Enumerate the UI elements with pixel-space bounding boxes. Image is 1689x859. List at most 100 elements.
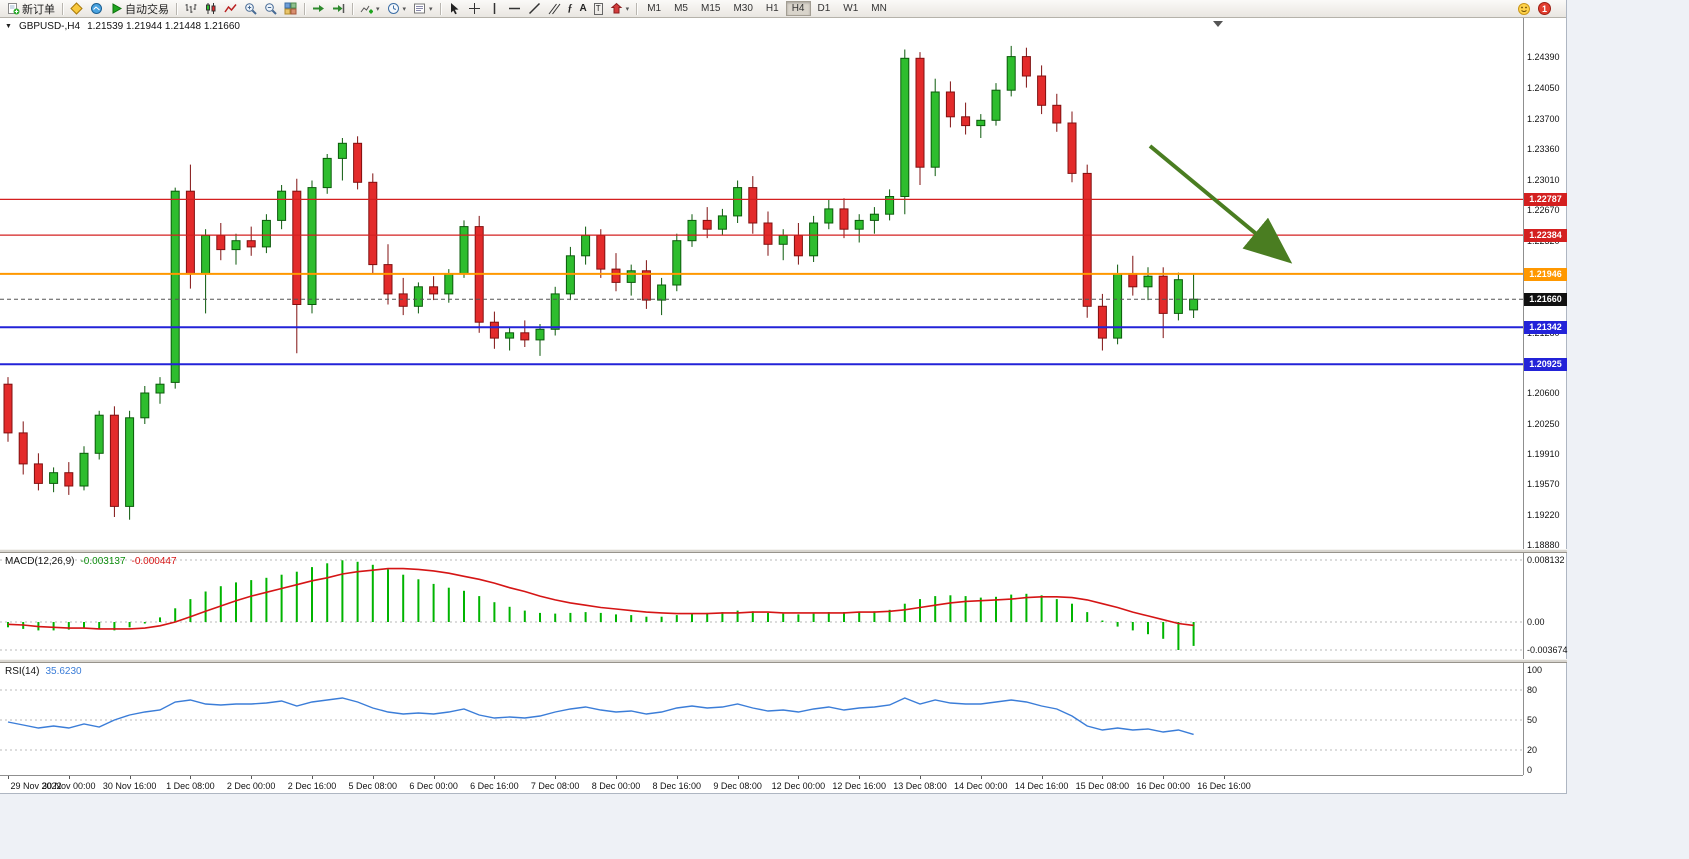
rsi-line	[7, 697, 1194, 736]
new-order-button[interactable]: 新订单	[4, 1, 58, 17]
chart-shift-marker[interactable]	[1213, 21, 1223, 27]
candle	[429, 286, 439, 295]
time-tick	[1041, 776, 1043, 779]
text-button[interactable]: A	[577, 1, 590, 17]
candle	[1037, 75, 1047, 106]
candle	[763, 222, 773, 245]
time-axis-label: 8 Dec 16:00	[652, 781, 702, 791]
mt4-window: 新订单 自动交易	[0, 0, 1568, 794]
candle	[976, 119, 986, 127]
quotes-button[interactable]	[87, 1, 106, 17]
candle	[1113, 273, 1123, 339]
candlestick-icon	[206, 3, 216, 14]
zoom-out-button[interactable]	[261, 1, 280, 17]
community-button[interactable]	[1514, 1, 1534, 17]
time-tick	[1163, 776, 1165, 779]
macd-indicator-label: MACD(12,26,9) -0.003137 -0.000447	[5, 556, 177, 567]
time-tick	[859, 776, 861, 779]
candle	[125, 417, 135, 507]
trendline-button[interactable]	[525, 1, 544, 17]
auto-trading-button[interactable]: 自动交易	[107, 1, 172, 17]
dropdown-caret: ▾	[429, 5, 433, 13]
periods-button[interactable]: ▾	[384, 1, 410, 17]
axis-label: 50	[1527, 715, 1538, 725]
candle	[641, 270, 651, 301]
candle	[778, 234, 788, 245]
candle	[550, 293, 560, 330]
cursor-button[interactable]	[445, 1, 464, 17]
trend-arrow-object[interactable]	[1148, 144, 1293, 264]
new-order-icon	[8, 3, 20, 15]
timeframe-button-m15[interactable]: M15	[701, 3, 721, 14]
toolbar-separator	[62, 2, 63, 15]
arrows-button[interactable]: ▾	[607, 1, 633, 17]
time-tick	[312, 776, 313, 779]
crosshair-button[interactable]	[465, 1, 484, 17]
axis-label: 1.19570	[1527, 479, 1560, 490]
zoom-in-button[interactable]	[241, 1, 260, 17]
time-axis-label: 12 Dec 16:00	[832, 781, 886, 791]
timeframe-button-m1[interactable]: M1	[647, 3, 662, 14]
candle	[520, 332, 530, 341]
time-axis-label: 15 Dec 08:00	[1075, 781, 1130, 791]
timeframe-button-m5[interactable]: M5	[674, 3, 688, 14]
text-tool-icon: A	[579, 3, 587, 14]
chart-title-bar: ▼ GBPUSD-,H4 1.21539 1.21944 1.21448 1.2…	[5, 21, 240, 32]
vertical-line-icon	[493, 3, 495, 14]
fibonacci-button[interactable]: ƒ	[565, 1, 576, 17]
chart-plot-area[interactable]	[0, 18, 1523, 775]
rsi-pane-splitter[interactable]	[0, 659, 1567, 663]
notification-badge: 1	[1538, 2, 1551, 15]
price-badge: 1.21946	[1524, 267, 1567, 281]
timeframe-button-m30[interactable]: M30	[733, 3, 753, 14]
candlestick-chart-button[interactable]	[201, 1, 220, 17]
profiles-button[interactable]	[67, 1, 86, 17]
candle	[717, 215, 727, 230]
macd-pane-splitter[interactable]	[0, 549, 1567, 553]
timeframe-button-mn[interactable]: MN	[871, 3, 887, 14]
candle	[687, 219, 697, 242]
templates-button[interactable]: ▾	[410, 1, 436, 17]
timeframe-button-w1[interactable]: W1	[843, 3, 859, 14]
chart-shift-button[interactable]	[329, 1, 348, 17]
timeframe-button-h1[interactable]: H1	[765, 3, 779, 14]
auto-scroll-button[interactable]	[309, 1, 328, 17]
trendline-icon	[528, 2, 540, 15]
candle	[109, 414, 119, 507]
horizontal-line-button[interactable]	[505, 1, 524, 17]
candle	[1067, 122, 1077, 174]
timeframe-button-h4[interactable]: H4	[785, 1, 811, 16]
profiles-icon	[70, 2, 83, 15]
axis-label: 0.008132	[1527, 555, 1565, 565]
vertical-line-button[interactable]	[485, 1, 504, 17]
axis-label: 1.18880	[1527, 540, 1560, 551]
line-chart-button[interactable]	[221, 1, 240, 17]
axis-label: 1.22670	[1527, 204, 1560, 215]
axis-label: 1.24050	[1527, 82, 1560, 93]
time-axis-label: 30 Nov 00:00	[42, 781, 96, 791]
axis-label: 0.00	[1527, 617, 1545, 627]
time-axis-label: 6 Dec 16:00	[470, 781, 519, 791]
indicators-button[interactable]: ▾	[357, 1, 383, 17]
new-order-label: 新订单	[22, 3, 55, 16]
candle	[839, 208, 849, 230]
text-label-button[interactable]: T	[591, 1, 606, 17]
candle	[277, 190, 287, 221]
price-axis[interactable]: 1.24390 1.24050 1.23700 1.23360 1.23010 1.226…	[1523, 18, 1568, 775]
indicators-icon	[360, 5, 373, 14]
timeframe-button-d1[interactable]: D1	[817, 3, 831, 14]
bar-chart-button[interactable]	[181, 1, 200, 17]
fibonacci-icon: ƒ	[567, 3, 573, 14]
time-axis[interactable]: 29 Nov 2022 30 Nov 00:00 30 Nov 16:00 1 Dec…	[0, 775, 1523, 793]
candle	[246, 240, 256, 248]
arrow-tool-icon	[610, 2, 622, 14]
auto-trading-icon	[112, 3, 123, 14]
dropdown-caret: ▾	[376, 5, 380, 13]
candle	[18, 432, 28, 465]
crosshair-icon	[468, 3, 480, 14]
notifications-button[interactable]: 1	[1535, 1, 1554, 17]
tile-windows-button[interactable]	[281, 1, 300, 17]
one-click-toggle-icon[interactable]: ▼	[5, 23, 12, 30]
channel-button[interactable]	[545, 1, 564, 17]
